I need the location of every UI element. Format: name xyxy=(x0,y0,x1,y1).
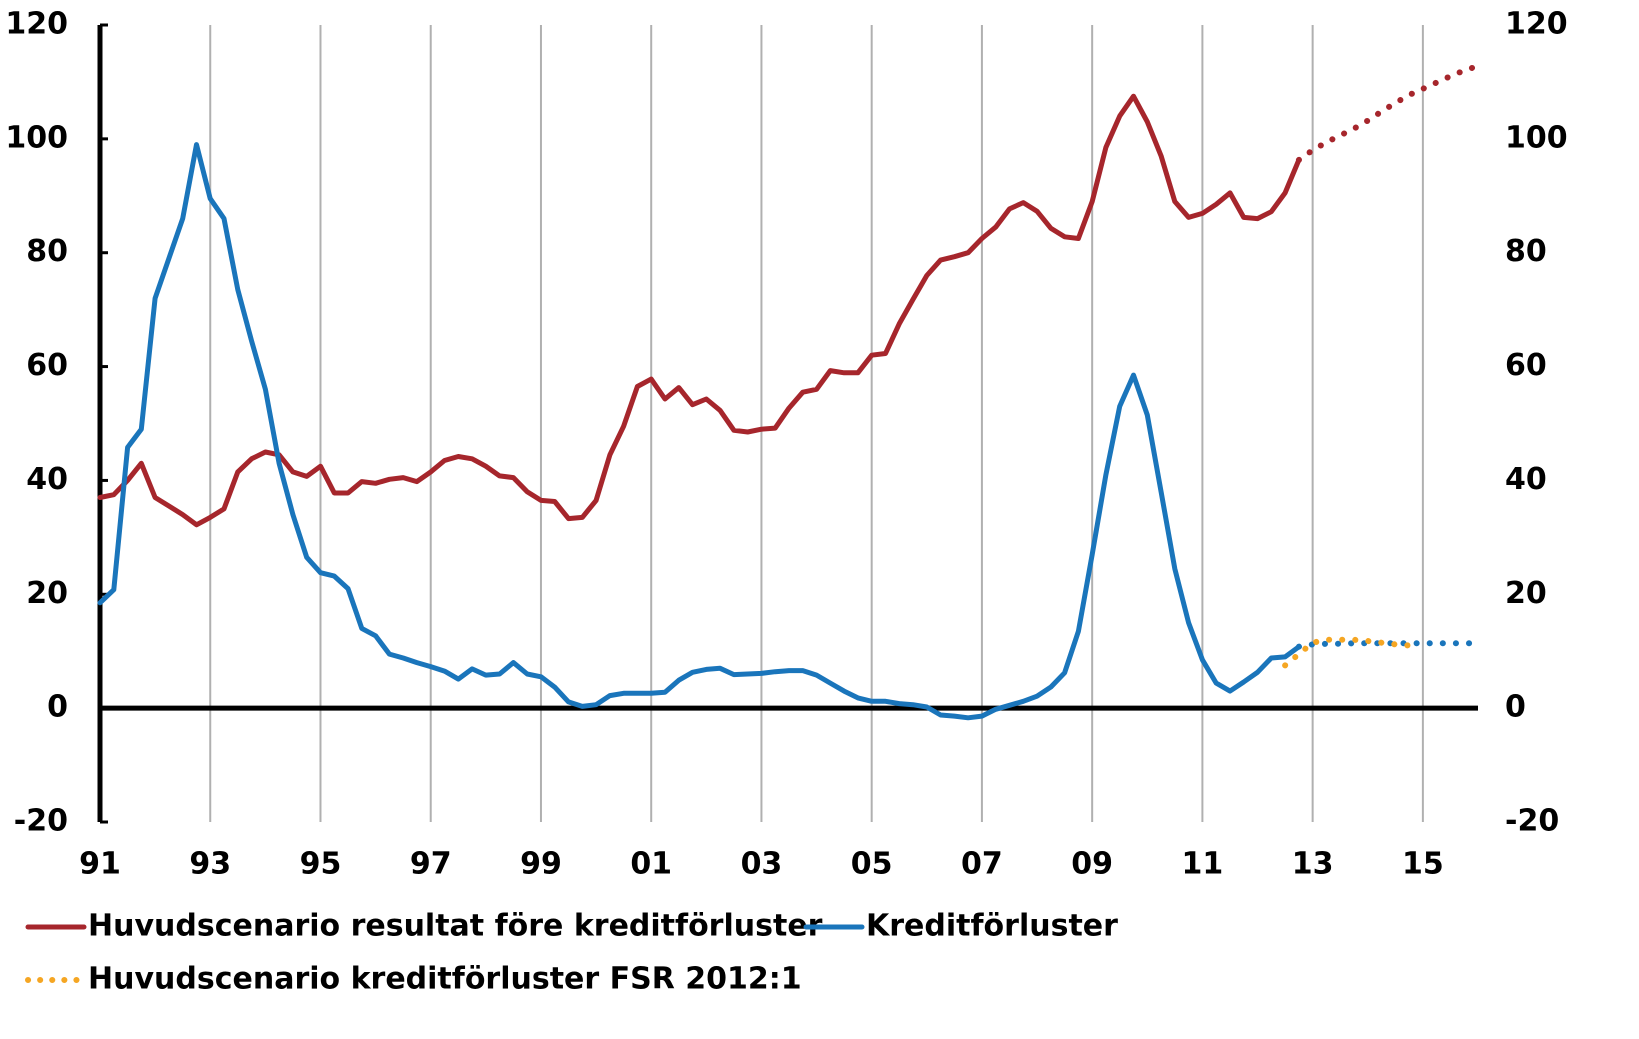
legend-label: Huvudscenario kreditförluster FSR 2012:1 xyxy=(88,962,802,997)
y-tick-label: 100 xyxy=(5,120,68,155)
y-tick-label: 0 xyxy=(47,690,68,725)
x-tick-label: 91 xyxy=(79,847,121,882)
legend-label: Huvudscenario resultat före kreditförlus… xyxy=(88,909,823,944)
legend-label: Kreditförluster xyxy=(866,909,1118,944)
x-tick-label: 09 xyxy=(1071,847,1113,882)
y2-tick-label: 120 xyxy=(1505,7,1568,42)
x-tick-label: 11 xyxy=(1182,847,1224,882)
line-series xyxy=(1295,640,1481,650)
x-tick-label: 01 xyxy=(630,847,672,882)
x-tick-label: 07 xyxy=(961,847,1003,882)
line-series xyxy=(1295,63,1481,163)
y2-tick-label: 20 xyxy=(1505,576,1547,611)
y2-tick-label: 60 xyxy=(1505,348,1547,383)
y-tick-label: 80 xyxy=(26,234,68,269)
x-tick-label: 03 xyxy=(741,847,783,882)
y-tick-label: 60 xyxy=(26,348,68,383)
y2-tick-label: 0 xyxy=(1505,690,1526,725)
x-tick-label: 97 xyxy=(410,847,452,882)
y-tick-label: 40 xyxy=(26,462,68,497)
x-tick-label: 13 xyxy=(1292,847,1334,882)
x-tick-label: 95 xyxy=(300,847,342,882)
y-tick-label: 20 xyxy=(26,576,68,611)
x-tick-label: 05 xyxy=(851,847,893,882)
line-series xyxy=(1282,636,1413,669)
y2-tick-label: -20 xyxy=(1505,804,1559,839)
y2-tick-label: 100 xyxy=(1505,120,1568,155)
x-tick-label: 99 xyxy=(520,847,562,882)
x-tick-label: 15 xyxy=(1402,847,1444,882)
line-series xyxy=(97,142,1302,721)
line-series xyxy=(97,93,1302,528)
y2-tick-label: 80 xyxy=(1505,234,1547,269)
y2-tick-label: 40 xyxy=(1505,462,1547,497)
x-tick-label: 93 xyxy=(189,847,231,882)
y-tick-label: 120 xyxy=(5,7,68,42)
y-tick-label: -20 xyxy=(14,804,68,839)
